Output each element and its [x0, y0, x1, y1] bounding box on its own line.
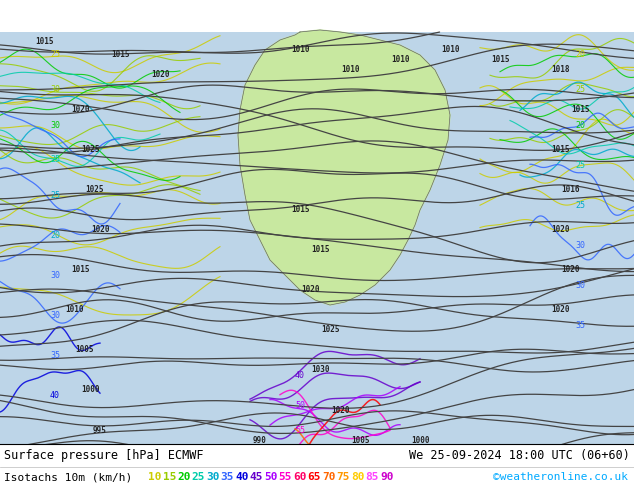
Text: 85: 85 — [365, 472, 379, 482]
Text: 20: 20 — [50, 230, 60, 240]
Text: ©weatheronline.co.uk: ©weatheronline.co.uk — [493, 472, 628, 482]
Text: 75: 75 — [337, 472, 350, 482]
Text: 70: 70 — [322, 472, 335, 482]
Text: 15: 15 — [162, 472, 176, 482]
Text: 55: 55 — [278, 472, 292, 482]
Text: 1010: 1010 — [340, 66, 359, 74]
Text: 25: 25 — [191, 472, 205, 482]
Text: 50: 50 — [264, 472, 278, 482]
Text: 25: 25 — [575, 200, 585, 210]
Text: 1015: 1015 — [291, 205, 309, 215]
Text: 40: 40 — [235, 472, 249, 482]
Text: Surface pressure [hPa] ECMWF: Surface pressure [hPa] ECMWF — [4, 448, 204, 462]
Text: 1005: 1005 — [351, 436, 369, 444]
Text: 25: 25 — [575, 161, 585, 170]
Text: 25: 25 — [575, 85, 585, 95]
Text: Isotachs 10m (km/h): Isotachs 10m (km/h) — [4, 472, 133, 482]
Text: 25: 25 — [50, 155, 60, 165]
Text: 1030: 1030 — [311, 366, 329, 374]
Text: 30: 30 — [50, 311, 60, 319]
Text: 1020: 1020 — [551, 225, 569, 235]
Text: 30: 30 — [575, 241, 585, 249]
Text: 1020: 1020 — [91, 225, 109, 235]
Text: 30: 30 — [50, 85, 60, 95]
Text: 1010: 1010 — [441, 46, 459, 54]
Text: 55: 55 — [295, 425, 305, 435]
Text: 35: 35 — [50, 350, 60, 360]
Text: 1005: 1005 — [75, 345, 94, 354]
Text: 1020: 1020 — [71, 105, 89, 115]
Text: 1015: 1015 — [36, 38, 55, 47]
Text: 1020: 1020 — [551, 305, 569, 315]
Text: 30: 30 — [575, 280, 585, 290]
Text: 20: 20 — [575, 121, 585, 129]
Text: 1020: 1020 — [560, 266, 579, 274]
Text: 35: 35 — [221, 472, 234, 482]
Text: 30: 30 — [50, 121, 60, 129]
Text: 60: 60 — [293, 472, 306, 482]
Text: 1020: 1020 — [331, 406, 349, 415]
Text: 1015: 1015 — [71, 266, 89, 274]
Text: 30: 30 — [50, 270, 60, 279]
Text: 1015: 1015 — [551, 146, 569, 154]
Text: 30: 30 — [206, 472, 219, 482]
Text: 1010: 1010 — [391, 55, 410, 65]
Text: 1010: 1010 — [66, 305, 84, 315]
Text: 1000: 1000 — [81, 386, 100, 394]
Text: 40: 40 — [50, 391, 60, 399]
Text: 1015: 1015 — [311, 245, 329, 254]
Text: 1016: 1016 — [560, 186, 579, 195]
Text: 1015: 1015 — [111, 50, 129, 59]
Polygon shape — [238, 30, 450, 305]
Text: 1018: 1018 — [551, 66, 569, 74]
Text: 20: 20 — [575, 50, 585, 59]
Text: 90: 90 — [380, 472, 394, 482]
Text: We 25-09-2024 18:00 UTC (06+60): We 25-09-2024 18:00 UTC (06+60) — [409, 448, 630, 462]
Text: 995: 995 — [93, 425, 107, 435]
Text: 1000: 1000 — [411, 436, 429, 444]
Text: 50: 50 — [295, 400, 305, 410]
Text: 1025: 1025 — [86, 186, 104, 195]
Text: 65: 65 — [307, 472, 321, 482]
Text: 25: 25 — [50, 191, 60, 199]
Text: 35: 35 — [575, 320, 585, 329]
Text: 1015: 1015 — [571, 105, 589, 115]
Text: 25: 25 — [50, 50, 60, 59]
Text: 10: 10 — [148, 472, 162, 482]
Text: 1025: 1025 — [321, 325, 339, 335]
Text: 1010: 1010 — [291, 46, 309, 54]
Text: 60: 60 — [295, 445, 305, 455]
Text: 980: 980 — [293, 450, 307, 460]
Text: 45: 45 — [250, 472, 263, 482]
Text: 40: 40 — [295, 370, 305, 379]
Text: 1020: 1020 — [151, 71, 169, 79]
Text: 1025: 1025 — [81, 146, 100, 154]
Text: 80: 80 — [351, 472, 365, 482]
Text: 20: 20 — [177, 472, 190, 482]
Text: 990: 990 — [253, 436, 267, 444]
Bar — [0, 444, 634, 490]
Text: 1015: 1015 — [491, 55, 509, 65]
Text: 1020: 1020 — [301, 286, 320, 294]
Text: 995: 995 — [373, 450, 387, 460]
